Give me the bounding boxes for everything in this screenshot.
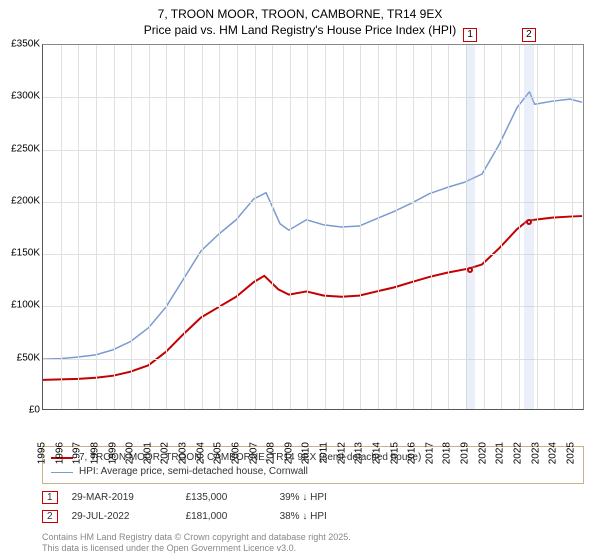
gridline-vertical — [378, 45, 379, 409]
gridline-vertical — [255, 45, 256, 409]
gridline-vertical — [149, 45, 150, 409]
gridline-vertical — [272, 45, 273, 409]
y-axis-label: £200K — [0, 195, 40, 206]
highlight-band — [524, 45, 534, 409]
transaction-delta: 39% ↓ HPI — [280, 492, 584, 503]
x-axis-label: 2013 — [354, 442, 365, 464]
gridline-vertical — [166, 45, 167, 409]
plot-area — [42, 44, 584, 410]
gridline-vertical — [537, 45, 538, 409]
gridline-vertical — [396, 45, 397, 409]
x-axis-label: 2004 — [195, 442, 206, 464]
transaction-price: £135,000 — [186, 492, 266, 503]
x-axis-label: 2012 — [336, 442, 347, 464]
x-axis-label: 2007 — [248, 442, 259, 464]
x-axis-label: 2006 — [230, 442, 241, 464]
gridline-vertical — [219, 45, 220, 409]
x-axis-label: 2021 — [495, 442, 506, 464]
gridline-vertical — [413, 45, 414, 409]
gridline-vertical — [61, 45, 62, 409]
attribution-line: This data is licensed under the Open Gov… — [42, 543, 351, 554]
y-axis-label: £250K — [0, 143, 40, 154]
table-row: 1 29-MAR-2019 £135,000 39% ↓ HPI — [42, 488, 584, 507]
transaction-price: £181,000 — [186, 511, 266, 522]
gridline-vertical — [96, 45, 97, 409]
gridline-vertical — [131, 45, 132, 409]
y-axis-label: £300K — [0, 91, 40, 102]
gridline-vertical — [484, 45, 485, 409]
x-axis-label: 2005 — [213, 442, 224, 464]
x-axis-label: 2010 — [301, 442, 312, 464]
gridline-vertical — [184, 45, 185, 409]
x-axis-label: 2018 — [442, 442, 453, 464]
legend-label: HPI: Average price, semi-detached house,… — [79, 465, 308, 479]
gridline-vertical — [431, 45, 432, 409]
x-axis-label: 2016 — [407, 442, 418, 464]
data-marker — [526, 219, 532, 225]
transaction-date: 29-MAR-2019 — [72, 492, 172, 503]
attribution-text: Contains HM Land Registry data © Crown c… — [42, 532, 351, 555]
x-axis-label: 2015 — [389, 442, 400, 464]
x-axis-label: 2009 — [283, 442, 294, 464]
x-axis-label: 1995 — [37, 442, 48, 464]
chart-title: 7, TROON MOOR, TROON, CAMBORNE, TR14 9EX… — [0, 0, 600, 38]
title-address: 7, TROON MOOR, TROON, CAMBORNE, TR14 9EX — [0, 6, 600, 22]
y-axis-label: £0 — [0, 405, 40, 416]
x-axis-label: 2022 — [512, 442, 523, 464]
transaction-badge: 1 — [42, 491, 58, 504]
chart-container: 7, TROON MOOR, TROON, CAMBORNE, TR14 9EX… — [0, 0, 600, 560]
x-axis-label: 2023 — [530, 442, 541, 464]
gridline-vertical — [343, 45, 344, 409]
marker-label: 2 — [522, 28, 536, 42]
x-axis-label: 2024 — [548, 442, 559, 464]
attribution-line: Contains HM Land Registry data © Crown c… — [42, 532, 351, 543]
highlight-band — [466, 45, 475, 409]
x-axis-label: 2003 — [178, 442, 189, 464]
legend-item: HPI: Average price, semi-detached house,… — [51, 465, 575, 479]
x-axis-label: 2000 — [125, 442, 136, 464]
title-subtitle: Price paid vs. HM Land Registry's House … — [0, 22, 600, 38]
y-axis-label: £350K — [0, 39, 40, 50]
y-axis-label: £100K — [0, 300, 40, 311]
table-row: 2 29-JUL-2022 £181,000 38% ↓ HPI — [42, 507, 584, 526]
transaction-delta: 38% ↓ HPI — [280, 511, 584, 522]
x-axis-label: 2008 — [266, 442, 277, 464]
gridline-vertical — [202, 45, 203, 409]
gridline-vertical — [114, 45, 115, 409]
x-axis-label: 2001 — [142, 442, 153, 464]
gridline-vertical — [325, 45, 326, 409]
transaction-badge: 2 — [42, 510, 58, 523]
x-axis-label: 2019 — [460, 442, 471, 464]
gridline-vertical — [554, 45, 555, 409]
x-axis-label: 1999 — [107, 442, 118, 464]
gridline-vertical — [290, 45, 291, 409]
x-axis-label: 2020 — [477, 442, 488, 464]
y-axis-label: £150K — [0, 248, 40, 259]
gridline-vertical — [572, 45, 573, 409]
gridline-vertical — [448, 45, 449, 409]
gridline-vertical — [360, 45, 361, 409]
data-marker — [467, 267, 473, 273]
x-axis-label: 1998 — [89, 442, 100, 464]
legend-swatch — [51, 472, 73, 473]
x-axis-label: 2025 — [565, 442, 576, 464]
x-axis-label: 2014 — [371, 442, 382, 464]
gridline-vertical — [307, 45, 308, 409]
x-axis-label: 1996 — [54, 442, 65, 464]
marker-label: 1 — [463, 28, 477, 42]
x-axis-label: 1997 — [72, 442, 83, 464]
x-axis-label: 2011 — [319, 442, 330, 464]
gridline-vertical — [519, 45, 520, 409]
y-axis-label: £50K — [0, 352, 40, 363]
x-axis-label: 2017 — [424, 442, 435, 464]
x-axis-label: 2002 — [160, 442, 171, 464]
gridline-vertical — [501, 45, 502, 409]
gridline-vertical — [78, 45, 79, 409]
transaction-date: 29-JUL-2022 — [72, 511, 172, 522]
transactions-table: 1 29-MAR-2019 £135,000 39% ↓ HPI 2 29-JU… — [42, 488, 584, 526]
gridline-vertical — [237, 45, 238, 409]
